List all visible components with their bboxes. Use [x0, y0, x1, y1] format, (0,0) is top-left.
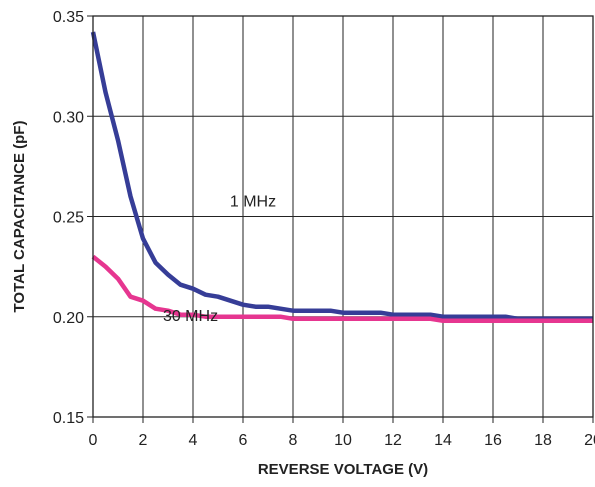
y-tick-label-4: 0.35: [53, 9, 84, 26]
y-tick-label-2: 0.25: [53, 210, 84, 227]
x-tick-label-6: 12: [384, 432, 402, 449]
x-tick-label-3: 6: [239, 432, 248, 449]
x-tick-label-5: 10: [334, 432, 352, 449]
series-line-1-mhz: [90, 31, 593, 322]
x-tick-label-8: 16: [484, 432, 502, 449]
y-axis: 0.15 0.20 0.25 0.30 0.35: [53, 9, 93, 427]
x-axis-title: REVERSE VOLTAGE (V): [258, 461, 428, 478]
y-tick-label-1: 0.20: [53, 310, 84, 327]
series-label-1: 30 MHz: [163, 308, 218, 325]
y-tick-label-0: 0.15: [53, 410, 84, 427]
y-tick-label-3: 0.30: [53, 109, 84, 126]
grid: [93, 16, 593, 417]
x-tick-label-9: 18: [534, 432, 552, 449]
series-label-0: 1 MHz: [230, 193, 276, 210]
x-tick-label-7: 14: [434, 432, 452, 449]
x-tick-label-1: 2: [139, 432, 148, 449]
y-axis-title: TOTAL CAPACITANCE (pF): [11, 121, 28, 313]
annotations: 1 MHz 30 MHz: [163, 193, 276, 324]
x-tick-label-4: 8: [289, 432, 298, 449]
x-tick-label-0: 0: [89, 432, 98, 449]
series-group: [90, 31, 593, 324]
x-tick-label-10: 20: [584, 432, 595, 449]
x-axis: 0 2 4 6 8 10 12 14 16 18 20: [89, 417, 595, 449]
series-line-30-mhz: [91, 254, 593, 324]
x-tick-label-2: 4: [189, 432, 198, 449]
